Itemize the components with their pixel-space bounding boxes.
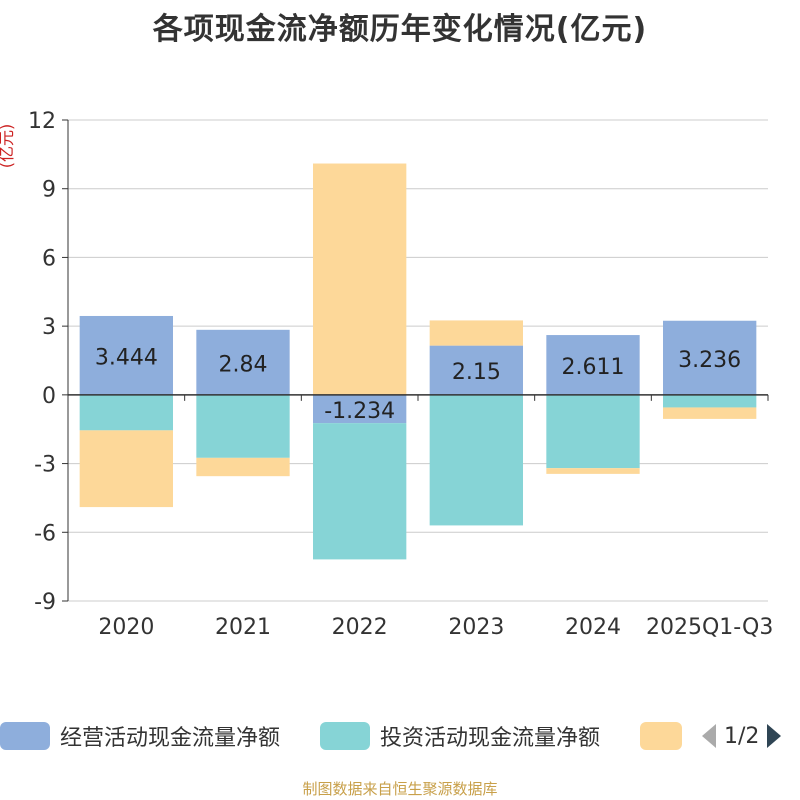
bar-series0-2021[interactable] — [196, 329, 290, 395]
chart-title: 各项现金流净额历年变化情况(亿元) — [152, 12, 648, 47]
data-labels: 3.444 2.84 -1.234 2.15 2.611 3.236 — [95, 345, 741, 424]
legend-item-investing[interactable]: 投资活动现金流量净额 — [320, 716, 600, 756]
bar-series0-2022[interactable] — [313, 394, 407, 424]
legend-label-investing: 投资活动现金流量净额 — [380, 726, 601, 751]
chart-plot: -9 -6 -3 0 3 6 9 12 2020 2021 2022 2023 2024 2025Q1-Q… — [0, 109, 773, 640]
y-tick-label: 3 — [42, 315, 56, 340]
bar-series1-2021[interactable] — [196, 394, 290, 458]
y-tick-label: 12 — [28, 109, 56, 134]
bar-series0-2024[interactable] — [546, 335, 640, 395]
x-tick-label: 2025Q1-Q3 — [646, 615, 773, 640]
x-tick-label: 2022 — [332, 615, 388, 640]
data-label: 3.444 — [95, 345, 158, 370]
bar-series2-2024[interactable] — [546, 468, 640, 474]
legend-pager: 1/2 — [700, 716, 783, 756]
x-tick-label: 2024 — [565, 615, 621, 640]
legend-item-operating[interactable]: 经营活动现金流量净额 — [0, 716, 280, 756]
data-label: 2.15 — [452, 360, 501, 385]
legend-item-financing[interactable] — [640, 716, 682, 756]
y-tick-label: -6 — [34, 521, 56, 546]
gridlines — [68, 119, 768, 602]
x-tick-label: 2021 — [215, 615, 271, 640]
bar-series2-2020[interactable] — [79, 430, 173, 508]
axes: -9 -6 -3 0 3 6 9 12 2020 2021 2022 2023 2024 2025Q1-Q… — [28, 109, 773, 640]
y-tick-label: -3 — [34, 453, 56, 478]
source-note: 制图数据来自恒生聚源数据库 — [302, 780, 498, 798]
next-page-icon[interactable] — [765, 722, 783, 750]
prev-page-icon[interactable] — [700, 722, 718, 750]
bar-series1-2025Q1-Q3[interactable] — [663, 394, 757, 408]
bar-series0-2020[interactable] — [79, 315, 173, 395]
legend-swatch-investing — [320, 722, 370, 750]
legend: 经营活动现金流量净额 投资活动现金流量净额 1/2 — [0, 716, 800, 756]
bar-series0-2025Q1-Q3[interactable] — [663, 320, 757, 395]
y-tick-label: 0 — [42, 384, 56, 409]
bar-series2-2025Q1-Q3[interactable] — [663, 407, 757, 419]
x-tick-label: 2023 — [448, 615, 504, 640]
bar-series0-2023[interactable] — [429, 345, 523, 395]
bar-series2-2022[interactable] — [313, 163, 407, 395]
y-tick-label: 9 — [42, 178, 56, 203]
legend-swatch-financing — [640, 722, 682, 750]
data-label: 2.611 — [562, 355, 625, 380]
bar-series2-2021[interactable] — [196, 457, 290, 477]
data-label: -1.234 — [324, 399, 395, 424]
legend-swatch-operating — [0, 722, 50, 750]
x-tick-label: 2020 — [98, 615, 154, 640]
legend-label-operating: 经营活动现金流量净额 — [60, 726, 281, 751]
legend-page-indicator: 1/2 — [724, 723, 760, 749]
y-axis-unit-label: (亿元) — [0, 124, 16, 169]
data-label: 3.236 — [678, 348, 741, 373]
y-tick-label: 6 — [42, 246, 56, 271]
bar-series1-2024[interactable] — [546, 394, 640, 469]
bar-series1-2020[interactable] — [79, 394, 173, 431]
data-label: 2.84 — [219, 352, 268, 377]
bar-series1-2022[interactable] — [313, 423, 407, 560]
bars — [79, 163, 757, 560]
y-tick-label: -9 — [34, 590, 56, 615]
bar-series2-2023[interactable] — [429, 320, 523, 346]
bar-series1-2023[interactable] — [429, 394, 523, 526]
